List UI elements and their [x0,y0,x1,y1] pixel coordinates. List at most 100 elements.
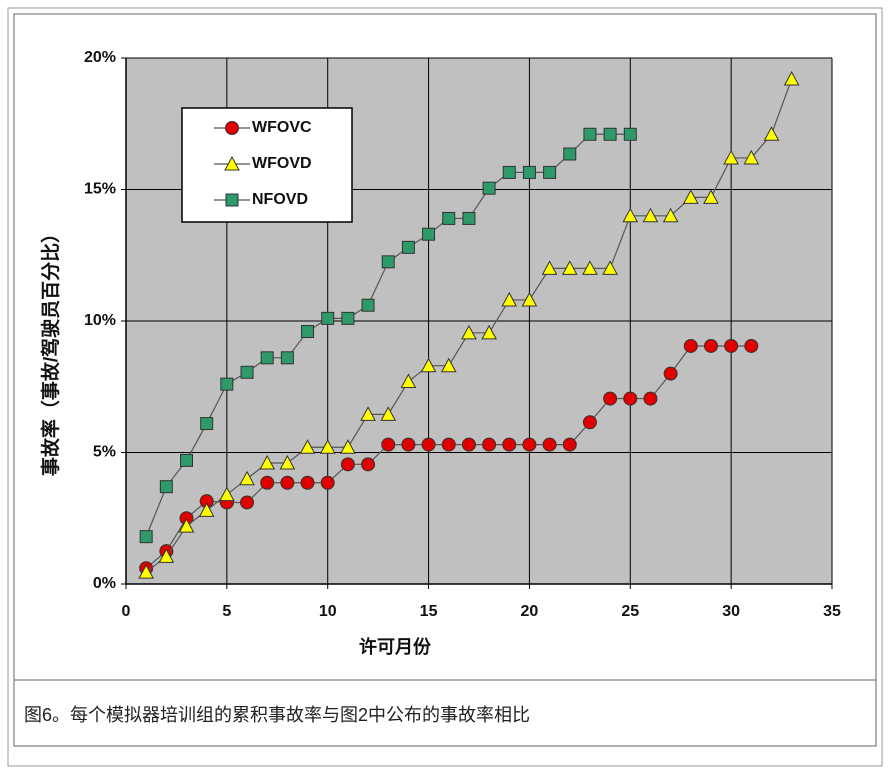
marker-square [321,311,335,325]
marker-triangle [682,189,699,204]
marker-triangle [743,149,760,165]
marker-triangle [481,324,497,340]
marker-square [361,298,375,312]
marker-circle [663,366,678,381]
marker-triangle [783,70,800,86]
marker-circle [340,457,355,472]
marker-circle [744,338,759,353]
marker-triangle [380,406,397,421]
marker-triangle [461,324,477,340]
marker-triangle [178,518,195,533]
marker-circle [623,391,638,406]
x-tick-label: 30 [722,603,740,620]
marker-square [225,193,239,207]
marker-circle [603,391,618,406]
marker-square [563,147,577,161]
marker-square [260,351,274,365]
marker-circle [522,437,537,452]
marker-square [543,165,557,179]
marker-triangle [662,207,679,223]
y-tick-label: 15% [84,181,116,198]
marker-triangle [138,564,155,579]
marker-circle [703,338,718,353]
marker-triangle [521,291,538,307]
marker-circle [320,475,335,490]
marker-circle [643,391,658,406]
marker-square [381,255,395,269]
marker-triangle [219,486,235,502]
marker-triangle [703,189,719,204]
marker-square [139,530,153,544]
marker-circle [421,437,436,452]
marker-circle [280,475,295,490]
marker-circle [441,437,456,452]
marker-circle [502,437,517,452]
x-tick-label: 10 [319,603,337,620]
x-tick-label: 20 [521,603,539,620]
marker-triangle [239,470,255,486]
marker-circle [542,437,557,452]
marker-triangle [224,155,240,171]
marker-triangle [259,454,276,470]
y-tick-label: 0% [93,575,116,592]
marker-square [200,417,214,431]
marker-circle [225,121,239,135]
marker-square [401,240,415,254]
x-tick-label: 5 [222,603,231,620]
marker-square [180,453,194,467]
marker-triangle [723,149,739,165]
marker-circle [482,437,497,452]
marker-circle [361,457,376,472]
y-tick-label: 10% [84,312,116,329]
marker-square [462,211,476,225]
legend-label: NFOVD [252,191,308,208]
marker-triangle [561,260,578,275]
marker-square [422,227,436,241]
marker-triangle [440,357,457,373]
x-axis-label: 许可月份 [359,636,432,657]
y-tick-label: 20% [84,49,116,66]
x-tick-label: 0 [122,603,131,620]
marker-triangle [198,502,215,517]
x-tick-label: 35 [823,603,841,620]
marker-square [522,165,536,179]
marker-triangle [158,548,175,563]
marker-triangle [582,260,598,275]
marker-circle [260,475,275,490]
marker-circle [683,338,698,353]
legend-label: WFOVD [252,155,312,172]
marker-square [301,325,315,339]
marker-circle [401,437,416,452]
marker-circle [300,475,315,490]
marker-square [482,181,496,195]
marker-triangle [420,357,437,373]
marker-triangle [400,373,417,388]
marker-triangle [763,126,780,141]
marker-triangle [360,406,376,421]
marker-triangle [541,260,558,275]
marker-triangle [501,291,518,307]
y-axis-label: 事故率（事故/驾驶员百分比） [39,224,62,476]
marker-triangle [622,207,639,223]
marker-square [603,127,617,141]
caption: 图6。每个模拟器培训组的累积事故率与图2中公布的事故率相比 [24,705,530,725]
marker-square [502,165,516,179]
marker-triangle [319,439,336,454]
marker-circle [562,437,577,452]
x-tick-label: 25 [621,603,639,620]
x-tick-label: 15 [420,603,438,620]
marker-circle [582,415,597,430]
caption-frame [13,679,877,747]
marker-circle [724,338,739,353]
marker-square [220,377,234,391]
marker-square [623,127,637,141]
marker-triangle [602,260,618,275]
marker-square [280,351,294,365]
legend-box [181,107,353,223]
marker-square [159,480,173,494]
marker-triangle [299,439,316,454]
marker-triangle [340,439,356,454]
marker-square [341,311,355,325]
marker-circle [461,437,476,452]
